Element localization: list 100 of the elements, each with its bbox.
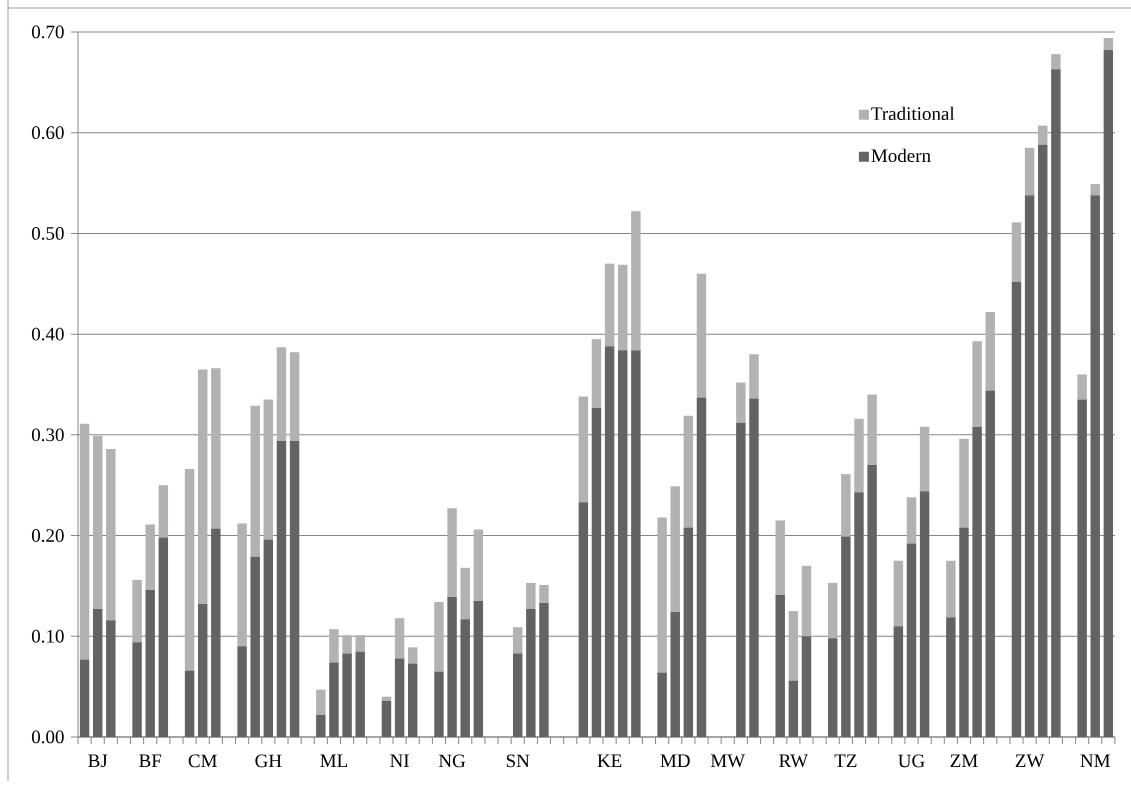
bar (854, 492, 864, 737)
bar (106, 448, 116, 621)
x-tick-label: UG (898, 754, 925, 768)
bar (775, 594, 785, 737)
bar (394, 658, 405, 737)
bar (197, 604, 208, 737)
bar (1024, 195, 1035, 737)
bar (867, 394, 877, 466)
bar (1103, 38, 1114, 51)
bar (841, 474, 851, 537)
bar (276, 440, 287, 737)
bar (1090, 184, 1100, 196)
bar (1038, 144, 1048, 737)
y-tick-label: 0.10 (31, 629, 64, 643)
bar (289, 352, 300, 441)
bar (591, 407, 602, 737)
x-tick-label: NI (390, 754, 409, 767)
bar (801, 636, 812, 737)
x-tick-label: TZ (834, 754, 857, 767)
legend-label: Modern (871, 148, 931, 163)
bar (946, 617, 956, 737)
bar (854, 418, 864, 493)
bar (237, 523, 247, 647)
bar (460, 567, 470, 620)
bar (1038, 125, 1048, 145)
bar (604, 346, 615, 737)
bar (145, 524, 155, 590)
x-tick-label: ZW (1015, 754, 1045, 768)
bar (473, 529, 484, 602)
bar (342, 635, 352, 654)
x-tick-label: ML (320, 754, 348, 767)
bar (158, 485, 169, 538)
bar (775, 520, 785, 595)
x-tick-label: MD (660, 754, 690, 767)
bar (211, 368, 221, 529)
bar (211, 528, 221, 737)
bar (1011, 281, 1022, 737)
bar (381, 696, 392, 701)
y-tick-label: 0.20 (31, 529, 64, 543)
bar (1103, 50, 1114, 737)
bar (79, 423, 90, 660)
bar (959, 438, 969, 528)
bar (355, 635, 365, 652)
bar (237, 646, 247, 737)
bar (683, 527, 694, 737)
bar (355, 651, 365, 737)
y-tick-label: 0.30 (31, 428, 64, 442)
y-tick-label: 0.70 (31, 25, 64, 39)
bar (184, 469, 195, 671)
bar (670, 612, 680, 737)
bar (1024, 147, 1035, 196)
bar (788, 611, 799, 681)
bar (79, 659, 90, 737)
bar (801, 565, 812, 637)
y-tick-label: 0.50 (31, 226, 64, 240)
bar (683, 415, 694, 528)
bar (618, 264, 628, 351)
bar (985, 390, 995, 737)
bar (512, 627, 523, 654)
bar (381, 700, 392, 737)
bar (1090, 195, 1100, 737)
bar (106, 620, 116, 737)
bar (972, 426, 982, 737)
bar (736, 382, 746, 423)
x-tick-label: BJ (88, 754, 108, 768)
bar (828, 582, 838, 639)
bar (578, 502, 589, 737)
bar (250, 556, 260, 737)
bar (946, 560, 956, 618)
bar (696, 397, 707, 737)
x-tick-label: NM (1080, 754, 1110, 767)
x-tick-label: CM (188, 754, 217, 768)
bar (329, 629, 339, 663)
bar (289, 440, 300, 737)
bar (906, 543, 917, 737)
bar (132, 642, 142, 737)
y-tick-label: 0.40 (31, 327, 64, 341)
bar (250, 405, 260, 557)
bar (1051, 69, 1061, 737)
bar (959, 527, 969, 737)
x-tick-label: SN (506, 754, 530, 768)
x-tick-label: NG (438, 754, 466, 768)
bar (434, 602, 444, 672)
bar (985, 311, 995, 391)
x-tick-label: MW (710, 754, 746, 768)
bar (407, 663, 418, 737)
bar (394, 618, 405, 659)
bar (92, 609, 103, 737)
bar (263, 539, 274, 737)
bar (329, 662, 339, 737)
bar (342, 653, 352, 737)
bar (604, 263, 615, 347)
bar (657, 672, 667, 737)
bar (788, 680, 799, 737)
bar (893, 560, 904, 627)
bar (539, 603, 549, 737)
bar (631, 350, 641, 737)
bar (591, 339, 602, 408)
x-tick-label: RW (779, 754, 809, 768)
bar (526, 582, 536, 610)
